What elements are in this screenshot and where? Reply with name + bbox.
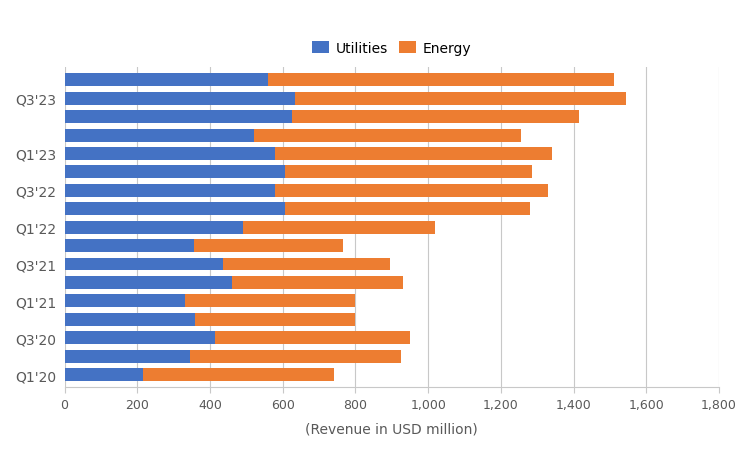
Bar bbox=[65, 203, 284, 216]
Bar bbox=[216, 331, 410, 345]
Bar bbox=[65, 239, 194, 253]
Bar bbox=[65, 313, 196, 326]
Legend: Utilities, Energy: Utilities, Energy bbox=[307, 36, 477, 61]
Bar bbox=[143, 368, 334, 381]
Bar bbox=[292, 111, 579, 124]
Bar bbox=[65, 74, 268, 87]
Bar bbox=[65, 129, 253, 142]
Bar bbox=[65, 331, 216, 345]
Bar bbox=[65, 184, 275, 198]
Bar bbox=[190, 350, 401, 363]
Bar bbox=[275, 184, 548, 198]
Bar bbox=[65, 166, 284, 179]
X-axis label: (Revenue in USD million): (Revenue in USD million) bbox=[305, 422, 478, 436]
Bar bbox=[284, 166, 532, 179]
Bar bbox=[196, 313, 356, 326]
Bar bbox=[65, 111, 292, 124]
Bar bbox=[65, 276, 232, 289]
Bar bbox=[275, 148, 552, 161]
Bar bbox=[65, 258, 223, 271]
Bar bbox=[65, 368, 143, 381]
Bar bbox=[184, 295, 356, 308]
Bar bbox=[65, 295, 184, 308]
Bar bbox=[65, 350, 190, 363]
Bar bbox=[65, 92, 296, 106]
Bar bbox=[194, 239, 343, 253]
Bar bbox=[65, 148, 275, 161]
Bar bbox=[232, 276, 403, 289]
Bar bbox=[253, 129, 521, 142]
Bar bbox=[296, 92, 626, 106]
Bar bbox=[243, 221, 435, 234]
Bar bbox=[65, 221, 243, 234]
Bar bbox=[284, 203, 530, 216]
Bar bbox=[268, 74, 614, 87]
Bar bbox=[223, 258, 390, 271]
